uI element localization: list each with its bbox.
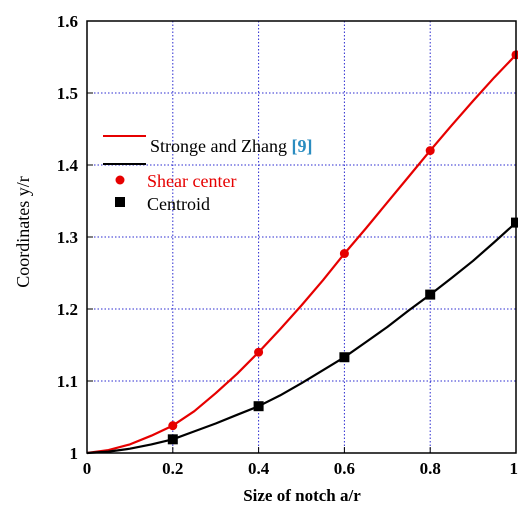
x-tick-label: 1 [510,459,518,478]
grid-lines [86,20,517,454]
y-tick-labels: 1 1.1 1.2 1.3 1.4 1.5 1.6 [57,12,79,463]
legend: Stronge and Zhang [9] Shear center Centr… [103,135,312,214]
y-tick-label: 1.3 [57,228,78,247]
legend-label-centroid: Centroid [147,194,210,214]
data-point-shear-center [339,249,349,259]
y-tick-label: 1.2 [57,300,78,319]
x-axis-label: Size of notch a/r [243,486,361,505]
data-point-centroid [253,401,264,412]
data-point-centroid [167,434,178,445]
series-line-centroid [86,221,517,455]
series-curves [86,54,517,455]
legend-reference: [9] [291,136,312,156]
x-tick-label: 0.4 [248,459,270,478]
data-point-centroid [339,352,350,363]
y-axis-label: Coordinates y/r [13,176,33,287]
data-point-centroid [511,217,518,228]
legend-marker-shear-center [115,175,125,185]
data-point-centroid [425,289,436,300]
x-tick-label: 0.2 [162,459,183,478]
y-tick-label: 1.1 [57,372,78,391]
y-tick-label: 1.6 [57,12,78,31]
plot-frame [86,20,517,454]
x-tick-label: 0.6 [334,459,355,478]
y-tick-label: 1.4 [57,156,79,175]
legend-label-shear-center: Shear center [147,171,236,191]
data-point-shear-center [168,421,178,431]
data-point-shear-center [425,146,435,156]
legend-line-label: Stronge and Zhang [9] [150,136,312,156]
data-point-shear-center [254,347,264,357]
x-tick-labels: 0 0.2 0.4 0.6 0.8 1 [83,459,518,478]
x-tick-label: 0.8 [420,459,441,478]
x-tick-label: 0 [83,459,92,478]
legend-marker-centroid [115,197,125,207]
y-tick-label: 1 [70,444,79,463]
series-line-shear-center [86,54,517,455]
y-tick-label: 1.5 [57,84,78,103]
